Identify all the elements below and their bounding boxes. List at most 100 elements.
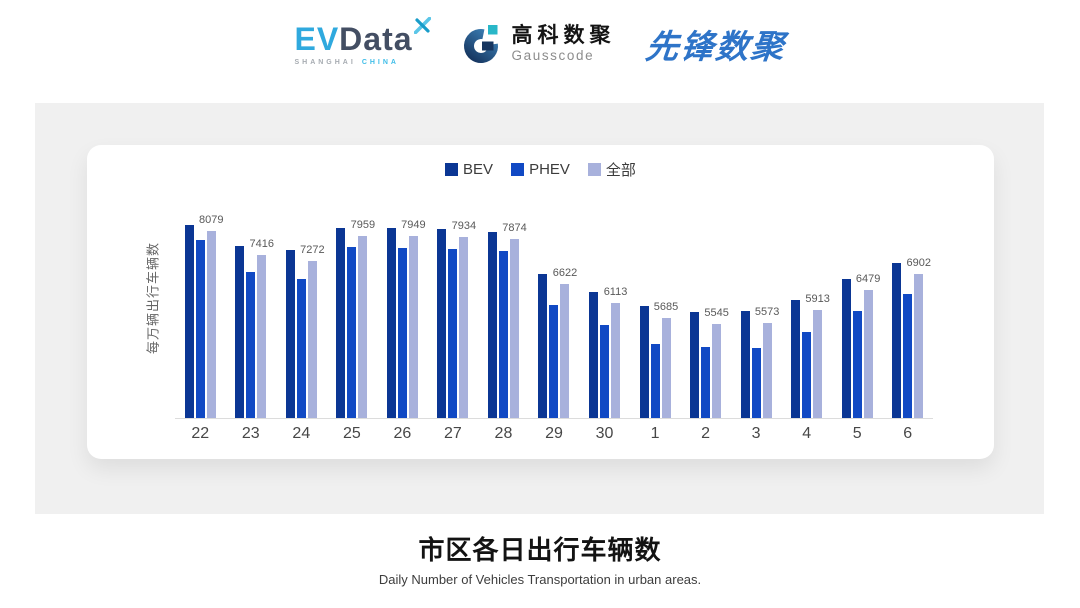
bar-group-23: 7416 23	[226, 200, 277, 442]
bar-bev-29	[538, 274, 548, 418]
bars-2	[690, 312, 722, 418]
bar-group-30: 6113 30	[579, 200, 630, 442]
bar-all-30	[611, 302, 621, 418]
bar-all-5	[863, 289, 873, 418]
bar-bev-30	[589, 292, 599, 418]
chart-panel: BEV PHEV 全部 每万辆出行车辆数 8079 22 7416 23 7272 24 795…	[35, 103, 1044, 514]
bars-29	[538, 274, 570, 418]
bars-22	[184, 225, 216, 418]
bar-bev-24	[285, 250, 295, 418]
bars-24	[285, 250, 317, 418]
bar-phev-6	[903, 294, 913, 418]
x-tick-1: 1	[650, 425, 660, 442]
bar-phev-5	[852, 310, 862, 418]
bar-bev-4	[791, 299, 801, 418]
bar-group-2: 5545 2	[680, 200, 731, 442]
gausscode-logo: 高科数聚 Gausscode	[461, 23, 616, 65]
bar-value-label-6: 6902	[906, 257, 931, 270]
bar-phev-25	[347, 247, 357, 418]
bar-bev-2	[690, 312, 700, 418]
bar-bev-27	[437, 229, 447, 418]
bar-all-6	[914, 274, 924, 418]
bar-phev-29	[549, 305, 559, 418]
bar-all-28	[509, 238, 519, 418]
bar-value-label-3: 5573	[754, 305, 780, 318]
bars-5	[841, 279, 873, 418]
bar-group-6: 6902 6	[882, 200, 933, 442]
bar-value-label-4: 5913	[805, 293, 830, 306]
plot-area: 8079 22 7416 23 7272 24 7959 25 7949 26 7934 27 7874…	[175, 200, 933, 442]
x-tick-6: 6	[903, 425, 913, 442]
gausscode-g-icon	[463, 25, 498, 63]
x-tick-29: 29	[545, 425, 563, 442]
legend-item-bev[interactable]: BEV	[445, 161, 493, 178]
bar-bev-6	[892, 263, 902, 418]
x-tick-25: 25	[342, 425, 361, 442]
legend-swatch-bev	[445, 163, 459, 176]
bar-group-22: 8079 22	[175, 200, 226, 442]
x-tick-28: 28	[494, 425, 513, 442]
bars-1	[639, 306, 671, 418]
x-tick-26: 26	[393, 425, 412, 442]
bars-23	[235, 246, 267, 418]
bar-value-label-30: 6113	[603, 285, 628, 298]
bar-group-26: 7949 26	[377, 200, 428, 442]
bars-3	[740, 311, 772, 418]
x-tick-5: 5	[852, 425, 862, 442]
evdata-logo: EV Data SHANGHAI CHINA	[294, 16, 431, 66]
bar-group-3: 5573 3	[731, 200, 782, 442]
evdata-data-text: Data	[339, 20, 413, 57]
chart-legend: BEV PHEV 全部	[87, 159, 994, 180]
bar-phev-28	[498, 251, 508, 418]
gausscode-cn-text: 高科数聚	[511, 24, 616, 48]
legend-label-bev: BEV	[463, 161, 494, 178]
bar-bev-3	[740, 311, 750, 418]
bar-phev-2	[701, 347, 711, 418]
bar-all-25	[358, 235, 368, 418]
bars-6	[892, 263, 924, 418]
bar-bev-26	[386, 228, 396, 418]
bar-all-26	[408, 236, 418, 418]
bar-bev-22	[184, 225, 194, 418]
x-tick-27: 27	[444, 425, 462, 442]
bar-phev-26	[397, 247, 407, 418]
bar-value-label-28: 7874	[502, 221, 527, 234]
y-axis-label: 每万辆出行车辆数	[145, 241, 161, 355]
bar-all-22	[206, 231, 216, 418]
x-tick-4: 4	[802, 425, 812, 442]
bar-all-2	[712, 323, 722, 418]
legend-item-all[interactable]: 全部	[587, 159, 636, 180]
bar-all-23	[257, 255, 267, 418]
bar-all-4	[813, 310, 823, 418]
bar-all-1	[661, 318, 671, 418]
legend-item-phev[interactable]: PHEV	[511, 161, 570, 178]
legend-label-all: 全部	[605, 162, 636, 179]
evdata-ev-text: EV	[294, 20, 340, 57]
bar-phev-30	[600, 325, 610, 418]
bar-value-label-22: 8079	[199, 214, 224, 227]
bar-group-4: 5913 4	[781, 200, 832, 442]
x-tick-24: 24	[292, 425, 311, 442]
bar-bev-25	[336, 228, 346, 418]
bar-value-label-25: 7959	[350, 218, 376, 231]
header-logos: EV Data SHANGHAI CHINA 高科数聚 Gauss	[0, 16, 1080, 68]
bar-phev-1	[650, 343, 660, 418]
bar-value-label-23: 7416	[249, 238, 275, 251]
caption: 市区各日出行车辆数 Daily Number of Vehicles Trans…	[0, 530, 1080, 587]
chart-subtitle: Daily Number of Vehicles Transportation …	[378, 572, 702, 587]
bar-group-29: 6622 29	[529, 200, 580, 442]
xianfeng-logo: 先锋数聚	[643, 28, 788, 65]
bars-28	[487, 232, 519, 418]
bar-bev-5	[841, 279, 851, 418]
bar-bev-1	[639, 306, 649, 418]
chart-title: 市区各日出行车辆数	[418, 535, 662, 565]
evdata-subtitle: SHANGHAI CHINA	[294, 59, 430, 66]
chart-card: BEV PHEV 全部 每万辆出行车辆数 8079 22 7416 23 7272 24 795…	[87, 145, 994, 459]
bar-phev-22	[195, 239, 205, 418]
x-tick-2: 2	[701, 425, 711, 442]
bar-all-3	[762, 322, 772, 418]
bar-phev-4	[802, 332, 812, 418]
bar-value-label-5: 6479	[855, 272, 881, 285]
bar-all-24	[307, 260, 317, 418]
bar-bev-23	[235, 246, 245, 418]
